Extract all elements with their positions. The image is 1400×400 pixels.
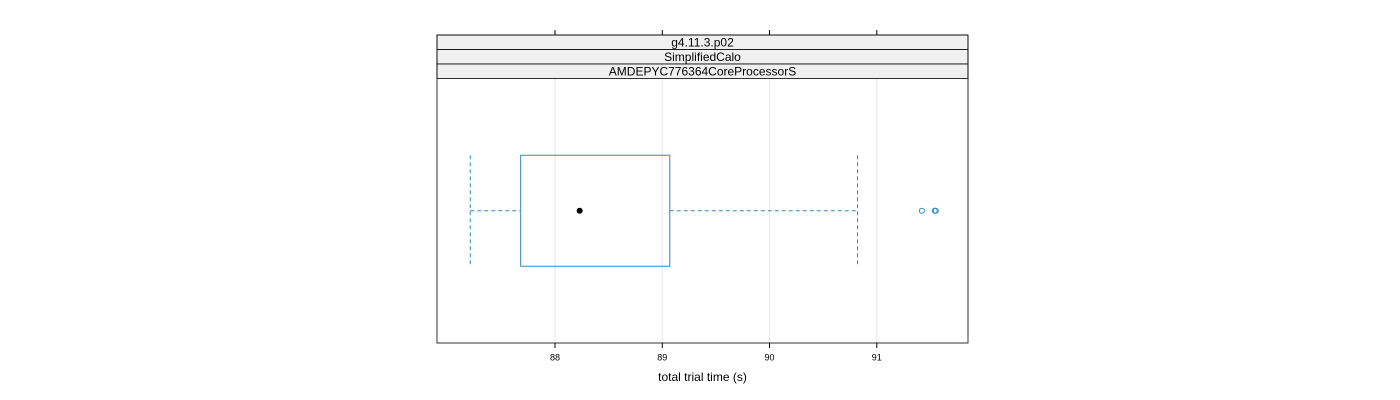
x-tick-label: 88 xyxy=(550,352,560,362)
box xyxy=(520,154,671,267)
panel-border xyxy=(436,34,969,344)
strip-label: g4.11.3.p02 xyxy=(671,35,734,49)
x-axis-label: total trial time (s) xyxy=(658,370,747,384)
strip-label: AMDEPYC776364CoreProcessorS xyxy=(609,64,796,78)
x-tick-label: 89 xyxy=(657,352,667,362)
outlier xyxy=(932,207,939,214)
median xyxy=(576,207,583,214)
x-tick-label: 90 xyxy=(765,352,775,362)
strip-label: SimplifiedCalo xyxy=(664,50,741,64)
x-tick-label: 91 xyxy=(872,352,882,362)
outlier xyxy=(918,207,925,214)
